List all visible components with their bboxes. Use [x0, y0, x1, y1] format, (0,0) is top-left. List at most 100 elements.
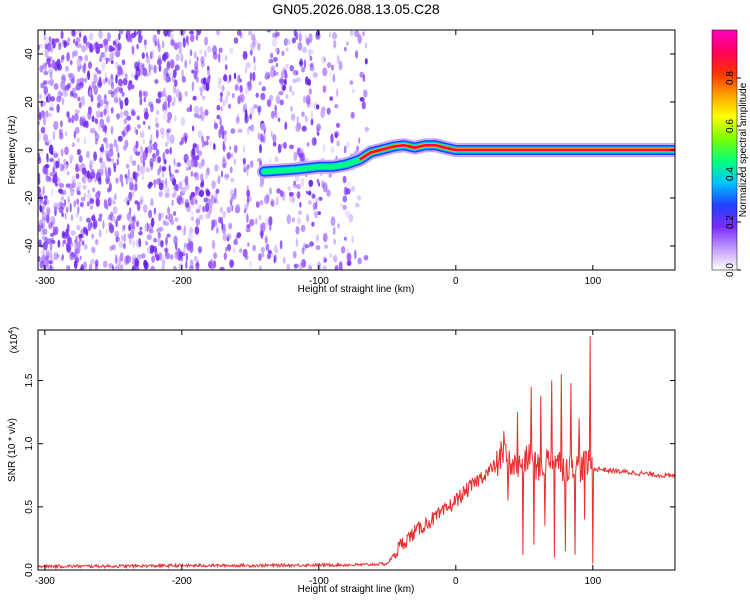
noise-speck: [67, 117, 72, 123]
noise-speck: [81, 167, 87, 175]
noise-speck: [49, 56, 53, 62]
noise-speck: [268, 59, 274, 64]
noise-speck: [96, 168, 102, 177]
noise-speck: [70, 251, 76, 258]
noise-speck: [46, 152, 49, 160]
noise-speck: [70, 30, 76, 37]
noise-speck: [253, 104, 258, 109]
noise-speck: [173, 211, 177, 216]
noise-speck: [107, 157, 112, 162]
noise-speck: [63, 163, 69, 171]
noise-speck: [41, 212, 47, 221]
noise-speck: [346, 252, 352, 262]
noise-speck: [95, 67, 99, 72]
noise-speck: [260, 92, 266, 101]
noise-speck: [207, 45, 212, 53]
noise-speck: [219, 266, 225, 270]
noise-speck: [141, 52, 145, 59]
noise-speck: [305, 76, 309, 85]
noise-speck: [335, 122, 341, 128]
noise-speck: [273, 255, 276, 264]
noise-speck: [252, 244, 256, 252]
noise-speck: [102, 220, 105, 230]
noise-speck: [269, 94, 274, 101]
noise-speck: [79, 215, 83, 222]
noise-speck: [48, 222, 53, 230]
noise-speck: [127, 82, 132, 91]
noise-speck: [63, 90, 68, 97]
noise-speck: [61, 254, 64, 261]
noise-speck: [240, 93, 245, 103]
x-tick-label: -200: [172, 276, 192, 287]
noise-speck: [233, 37, 239, 44]
noise-speck: [280, 190, 284, 198]
noise-speck: [302, 95, 307, 104]
noise-speck: [190, 171, 194, 177]
noise-speck: [91, 215, 96, 221]
noise-speck: [318, 196, 323, 201]
noise-speck: [342, 195, 348, 203]
noise-speck: [287, 39, 291, 45]
noise-speck: [331, 32, 338, 40]
noise-speck: [40, 126, 46, 134]
noise-speck: [102, 125, 108, 133]
noise-speck: [131, 216, 136, 221]
noise-speck: [46, 153, 49, 163]
noise-speck: [69, 251, 74, 261]
noise-speck: [275, 62, 279, 68]
noise-speck: [78, 233, 83, 239]
noise-speck: [257, 105, 262, 113]
noise-speck: [249, 160, 254, 168]
noise-speck: [147, 145, 153, 154]
noise-speck: [175, 53, 180, 62]
noise-speck: [311, 193, 316, 199]
noise-speck: [43, 195, 48, 200]
noise-speck: [290, 113, 296, 122]
noise-speck: [357, 257, 363, 265]
noise-speck: [169, 173, 175, 182]
noise-speck: [184, 59, 187, 69]
noise-speck: [126, 115, 132, 121]
noise-speck: [284, 72, 288, 79]
noise-speck: [70, 214, 74, 221]
noise-speck: [53, 83, 59, 90]
noise-speck: [289, 85, 292, 93]
noise-speck: [312, 202, 317, 210]
noise-speck: [308, 185, 312, 193]
noise-speck: [169, 254, 174, 260]
noise-speck: [145, 167, 151, 173]
noise-speck: [239, 84, 243, 93]
noise-speck: [106, 32, 111, 42]
noise-speck: [151, 217, 155, 228]
noise-speck: [180, 116, 186, 126]
noise-speck: [243, 144, 245, 154]
noise-speck: [120, 252, 124, 262]
noise-speck: [124, 32, 127, 39]
noise-speck: [44, 61, 47, 69]
noise-speck: [246, 185, 249, 193]
noise-speck: [142, 67, 148, 77]
colorbar-tick-label: 0.4: [725, 167, 736, 181]
noise-speck: [274, 112, 278, 119]
noise-speck: [354, 249, 357, 260]
noise-speck: [269, 224, 272, 231]
noise-speck: [128, 125, 131, 131]
noise-speck: [270, 110, 275, 119]
noise-speck: [91, 80, 96, 90]
noise-speck: [135, 172, 140, 177]
noise-speck: [295, 183, 301, 190]
noise-speck: [140, 154, 145, 165]
noise-speck: [180, 53, 184, 63]
noise-speck: [90, 168, 95, 177]
noise-speck: [291, 90, 295, 96]
noise-speck: [229, 205, 233, 211]
noise-speck: [124, 73, 128, 80]
noise-speck: [204, 50, 207, 58]
noise-speck: [215, 225, 219, 235]
noise-speck: [49, 242, 53, 252]
noise-speck: [169, 147, 172, 155]
noise-speck: [63, 41, 67, 48]
noise-speck: [235, 116, 240, 125]
noise-speck: [292, 250, 297, 259]
colorbar: 0.0 0.2 0.4 0.6 0.8 Normalized spectral ampl…: [711, 29, 749, 277]
